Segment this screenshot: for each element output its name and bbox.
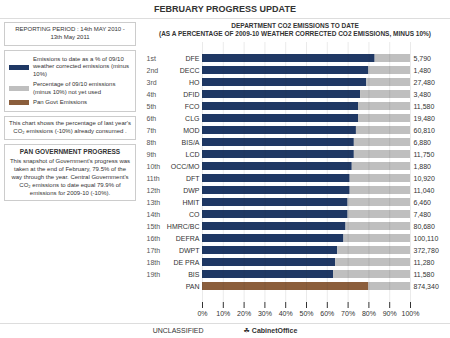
svg-text:7,480: 7,480: [414, 211, 432, 218]
svg-text:DFT: DFT: [186, 175, 200, 182]
svg-text:100,110: 100,110: [414, 235, 439, 242]
svg-text:30%: 30%: [258, 311, 272, 318]
svg-text:17th: 17th: [147, 247, 161, 254]
svg-text:FCO: FCO: [185, 103, 200, 110]
svg-text:BIS: BIS: [188, 271, 200, 278]
svg-text:11,040: 11,040: [414, 187, 435, 194]
svg-text:DWPT: DWPT: [179, 247, 200, 254]
svg-text:874,340: 874,340: [414, 283, 439, 290]
svg-text:11,750: 11,750: [414, 151, 435, 158]
svg-text:2nd: 2nd: [147, 67, 159, 74]
svg-text:9th: 9th: [147, 151, 157, 158]
svg-text:50%: 50%: [299, 311, 313, 318]
svg-text:DECC: DECC: [180, 67, 200, 74]
svg-text:19,480: 19,480: [414, 115, 436, 122]
svg-text:DE PRA: DE PRA: [173, 259, 199, 266]
svg-text:CO: CO: [189, 211, 200, 218]
svg-text:80%: 80%: [362, 311, 376, 318]
svg-text:HO: HO: [189, 79, 200, 86]
svg-text:7th: 7th: [147, 127, 157, 134]
html-text:DEPARTMENT CO2 EMISSIONS TO DA: DEPARTMENT CO2 EMISSIONS TO DATE (AS A P…: [159, 22, 431, 38]
svg-text:1,880: 1,880: [414, 163, 432, 170]
html-text:FEBRUARY PROGRESS UPDATE: FEBRUARY PROGRESS UPDATE: [154, 4, 296, 14]
html-text:Emissions to date as a % of 09: Emissions to date as a % of 09/10 weathe…: [33, 55, 129, 78]
svg-text:8th: 8th: [147, 139, 157, 146]
svg-text:HMIT: HMIT: [182, 199, 200, 206]
svg-text:DWP: DWP: [183, 187, 200, 194]
svg-text:MOD: MOD: [183, 127, 199, 134]
html-text:Pan Govt Emissions: Pan Govt Emissions: [33, 98, 87, 105]
svg-text:60,810: 60,810: [414, 127, 436, 134]
html-text:☘ CabinetOffice: ☘ CabinetOffice: [243, 327, 298, 334]
svg-text:70%: 70%: [341, 311, 355, 318]
svg-text:1,480: 1,480: [414, 67, 432, 74]
svg-text:40%: 40%: [279, 311, 293, 318]
svg-text:10,920: 10,920: [414, 175, 436, 182]
svg-text:3,480: 3,480: [414, 91, 432, 98]
html-text:This snapshot of Government's: This snapshot of Government's progress w…: [9, 158, 131, 196]
svg-text:16th: 16th: [147, 235, 161, 242]
svg-text:19th: 19th: [147, 271, 161, 278]
svg-text:5th: 5th: [147, 103, 157, 110]
svg-text:20%: 20%: [237, 311, 251, 318]
svg-text:4th: 4th: [147, 91, 157, 98]
svg-text:13th: 13th: [147, 199, 161, 206]
html-text:PAN GOVERNMENT PROGRESS: PAN GOVERNMENT PROGRESS: [19, 148, 121, 155]
svg-text:12th: 12th: [147, 187, 161, 194]
svg-text:OCC/MO: OCC/MO: [171, 163, 200, 170]
html-text:Percentage of 09/10 emissions: Percentage of 09/10 emissions (minus 10%…: [33, 81, 116, 95]
svg-text:10th: 10th: [147, 163, 161, 170]
svg-text:1st: 1st: [147, 55, 156, 62]
svg-text:5,790: 5,790: [414, 55, 432, 62]
html-text:UNCLASSIFIED: UNCLASSIFIED: [152, 327, 204, 334]
svg-text:DEFRA: DEFRA: [176, 235, 200, 242]
svg-text:DFE: DFE: [186, 55, 200, 62]
svg-text:90%: 90%: [383, 311, 397, 318]
svg-text:11,280: 11,280: [414, 259, 435, 266]
svg-text:100%: 100%: [402, 311, 420, 318]
svg-text:DFID: DFID: [183, 91, 199, 98]
svg-text:CLG: CLG: [185, 115, 199, 122]
svg-text:PAN: PAN: [186, 283, 200, 290]
svg-text:15th: 15th: [147, 223, 161, 230]
svg-text:11,580: 11,580: [414, 103, 435, 110]
svg-text:10%: 10%: [216, 311, 230, 318]
svg-text:11,580: 11,580: [414, 271, 435, 278]
svg-text:LCD: LCD: [185, 151, 199, 158]
svg-text:27,480: 27,480: [414, 79, 436, 86]
svg-text:372,780: 372,780: [414, 247, 439, 254]
svg-text:3rd: 3rd: [147, 79, 157, 86]
svg-text:18th: 18th: [147, 259, 161, 266]
svg-text:60%: 60%: [320, 311, 334, 318]
svg-text:6,880: 6,880: [414, 139, 432, 146]
svg-text:BIS/A: BIS/A: [182, 139, 200, 146]
svg-text:11th: 11th: [147, 175, 160, 182]
html-text:This chart shows the percentag: This chart shows the percentage of last …: [9, 120, 131, 135]
html-text:REPORTING PERIOD : 14th MAY 20: REPORTING PERIOD : 14th MAY 2010 - 13th …: [15, 26, 125, 40]
svg-text:6th: 6th: [147, 115, 157, 122]
svg-text:14th: 14th: [147, 211, 161, 218]
svg-text:0%: 0%: [197, 311, 207, 318]
svg-text:HMRC/BC: HMRC/BC: [167, 223, 200, 230]
svg-text:6,460: 6,460: [414, 199, 432, 206]
svg-text:80,680: 80,680: [414, 223, 436, 230]
